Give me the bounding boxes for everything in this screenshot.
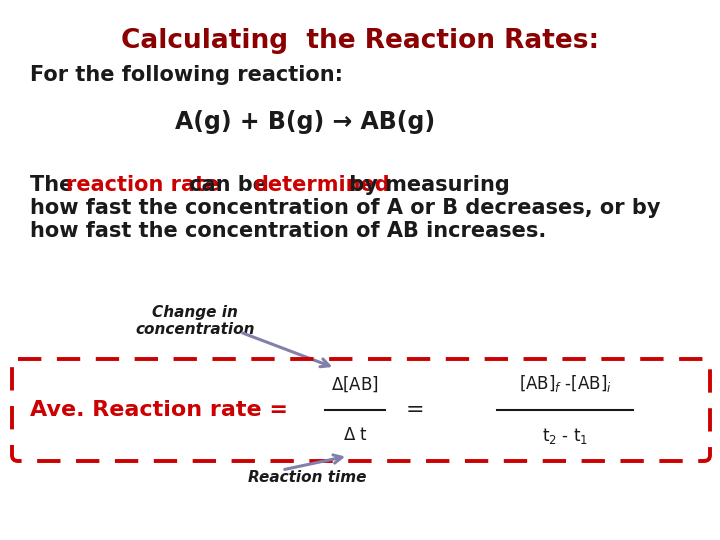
Text: can be: can be	[181, 175, 274, 195]
Text: [AB]$_f$ -[AB]$_i$: [AB]$_f$ -[AB]$_i$	[518, 373, 611, 394]
Text: $\Delta$[AB]: $\Delta$[AB]	[331, 374, 379, 394]
Text: For the following reaction:: For the following reaction:	[30, 65, 343, 85]
Text: Reaction time: Reaction time	[248, 470, 366, 485]
Text: t$_2$ - t$_1$: t$_2$ - t$_1$	[542, 426, 588, 446]
Text: =: =	[405, 400, 424, 420]
Text: how fast the concentration of AB increases.: how fast the concentration of AB increas…	[30, 221, 546, 241]
Text: The: The	[30, 175, 81, 195]
Text: Ave. Reaction rate =: Ave. Reaction rate =	[30, 400, 288, 420]
Text: how fast the concentration of A or B decreases, or by: how fast the concentration of A or B dec…	[30, 198, 660, 218]
Text: determined: determined	[253, 175, 390, 195]
Text: A(g) + B(g) → AB(g): A(g) + B(g) → AB(g)	[175, 110, 435, 134]
Text: by measuring: by measuring	[343, 175, 510, 195]
Text: Change in
concentration: Change in concentration	[135, 305, 255, 338]
Text: $\Delta$ t: $\Delta$ t	[343, 426, 367, 444]
Text: Calculating  the Reaction Rates:: Calculating the Reaction Rates:	[121, 28, 599, 54]
Text: reaction rate: reaction rate	[66, 175, 219, 195]
